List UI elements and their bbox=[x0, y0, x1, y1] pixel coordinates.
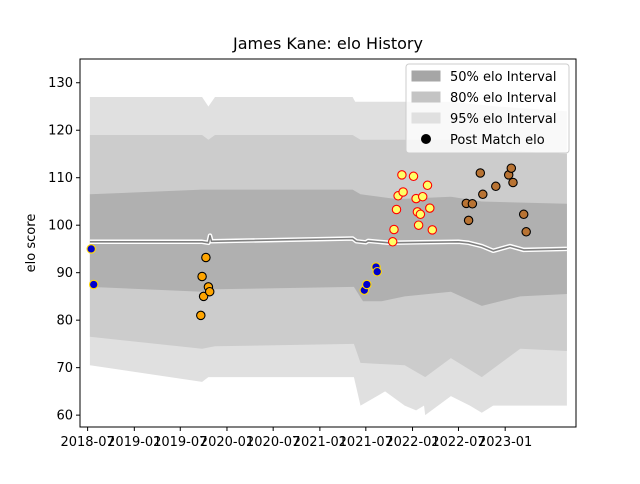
chart-title: James Kane: elo History bbox=[232, 34, 423, 53]
legend-label: Post Match elo bbox=[450, 133, 545, 148]
x-tick-label: 2020-07 bbox=[246, 435, 300, 450]
x-tick-label: 2021-01 bbox=[293, 435, 347, 450]
legend-label: 95% elo Interval bbox=[450, 112, 557, 127]
x-tick-label: 2023-01 bbox=[478, 435, 532, 450]
data-point bbox=[408, 171, 419, 182]
data-point bbox=[508, 177, 518, 188]
y-tick-label: 100 bbox=[48, 219, 73, 234]
y-tick-label: 120 bbox=[48, 124, 73, 139]
y-tick-label: 60 bbox=[56, 409, 73, 424]
data-point bbox=[362, 279, 372, 290]
y-tick-label: 70 bbox=[56, 361, 73, 376]
data-point bbox=[422, 180, 433, 191]
data-point bbox=[506, 163, 517, 173]
legend-label: 80% elo Interval bbox=[450, 91, 557, 106]
data-point bbox=[387, 237, 398, 247]
data-point bbox=[196, 310, 206, 321]
legend-swatch bbox=[411, 91, 441, 103]
interval-bands bbox=[89, 97, 567, 416]
data-point bbox=[204, 286, 215, 297]
legend: 50% elo Interval 80% elo Interval 95% elo … bbox=[405, 63, 570, 154]
plot-frame bbox=[79, 58, 577, 428]
data-point bbox=[425, 203, 435, 213]
data-point bbox=[398, 187, 408, 197]
data-point bbox=[463, 215, 474, 226]
x-tick-label: 2021-07 bbox=[339, 435, 393, 450]
legend-swatch bbox=[411, 112, 441, 124]
y-tick-label: 90 bbox=[56, 266, 73, 281]
x-tick-label: 2020-01 bbox=[200, 435, 254, 450]
x-tick-label: 2019-07 bbox=[153, 435, 207, 450]
median-line bbox=[89, 234, 567, 252]
data-point bbox=[521, 227, 531, 237]
x-tick-label: 2019-01 bbox=[107, 435, 161, 450]
data-point bbox=[417, 191, 428, 202]
post-match-points bbox=[86, 163, 531, 321]
legend-marker bbox=[421, 134, 431, 144]
legend-swatch bbox=[411, 70, 441, 82]
data-point bbox=[518, 209, 529, 220]
data-point bbox=[86, 244, 96, 254]
legend-label: 50% elo Interval bbox=[450, 70, 557, 85]
data-point bbox=[413, 220, 424, 230]
axes: 60 70 80 90 100 110 120 130 2018-072019-012019-0… bbox=[48, 58, 577, 450]
data-point bbox=[198, 291, 209, 302]
data-point bbox=[397, 170, 407, 180]
data-point bbox=[467, 199, 478, 209]
x-tick-label: 2018-07 bbox=[60, 435, 114, 450]
median-line-layer bbox=[89, 233, 567, 254]
data-point bbox=[201, 252, 211, 263]
x-tick-label: 2022-07 bbox=[431, 435, 485, 450]
y-tick-label: 80 bbox=[56, 314, 73, 329]
legend-box bbox=[405, 63, 570, 154]
data-point bbox=[475, 168, 486, 178]
data-point bbox=[415, 209, 426, 220]
data-point bbox=[197, 271, 207, 282]
data-point bbox=[389, 224, 399, 235]
data-point bbox=[478, 189, 488, 200]
y-tick-label: 110 bbox=[48, 171, 73, 186]
data-point bbox=[491, 181, 501, 192]
band-3 bbox=[89, 189, 567, 306]
data-point bbox=[372, 266, 382, 277]
x-tick-label: 2022-01 bbox=[385, 435, 439, 450]
data-point bbox=[88, 279, 99, 290]
y-axis-label: elo score bbox=[24, 214, 39, 273]
y-tick-label: 130 bbox=[48, 76, 73, 91]
data-point bbox=[427, 225, 438, 235]
data-point bbox=[391, 204, 402, 215]
